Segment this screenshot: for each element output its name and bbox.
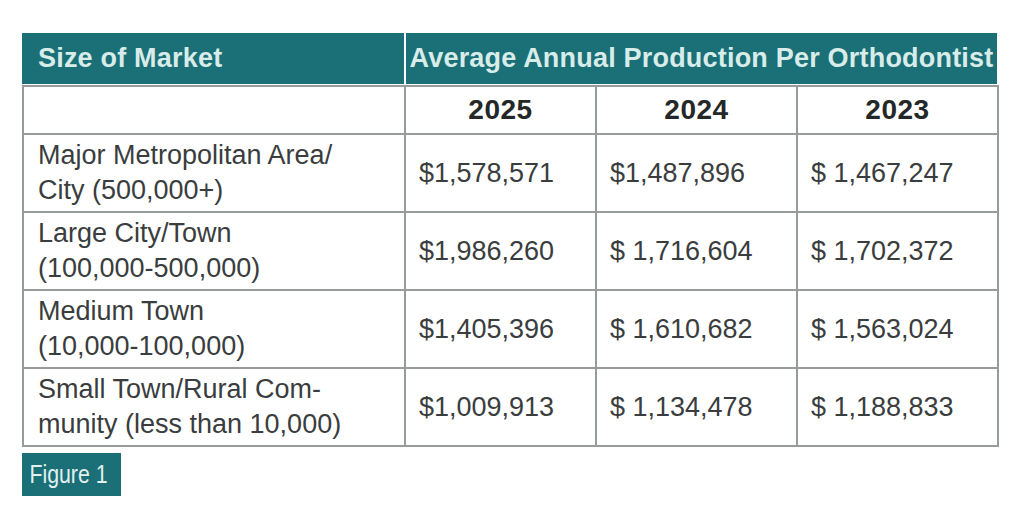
figure-caption-text: Figure 1: [22, 459, 108, 490]
average-production-header: Average Annual Production Per Orthodonti…: [406, 33, 997, 84]
production-value-2023: $ 1,563,024: [797, 290, 998, 368]
market-size-label: Large City/Town (100,000-500,000): [23, 212, 405, 290]
production-value-2024: $ 1,610,682: [596, 290, 797, 368]
year-header-row: 2025 2024 2023: [23, 86, 998, 134]
table-row-small-town: Small Town/Rural Com- munity (less than …: [23, 368, 998, 446]
production-value-2025: $1,986,260: [405, 212, 596, 290]
production-value-2023: $ 1,702,372: [797, 212, 998, 290]
production-value-2025: $1,578,571: [405, 134, 596, 212]
market-size-label: Small Town/Rural Com- munity (less than …: [23, 368, 405, 446]
production-value-2025: $1,009,913: [405, 368, 596, 446]
figure-caption-badge: Figure 1: [22, 453, 121, 496]
label-line-2: (100,000-500,000): [38, 251, 403, 286]
production-value-2023: $ 1,188,833: [797, 368, 998, 446]
label-line-1: Medium Town: [38, 294, 403, 329]
year-column-2023: 2023: [797, 86, 998, 134]
production-value-2023: $ 1,467,247: [797, 134, 998, 212]
table-header-band: Size of Market Average Annual Production…: [22, 33, 997, 84]
empty-corner-cell: [23, 86, 405, 134]
table-row-major-metro: Major Metropolitan Area/ City (500,000+)…: [23, 134, 998, 212]
production-table: Size of Market Average Annual Production…: [22, 33, 997, 447]
production-value-2024: $ 1,134,478: [596, 368, 797, 446]
label-line-2: munity (less than 10,000): [38, 407, 403, 442]
label-line-1: Small Town/Rural Com-: [38, 372, 403, 407]
size-of-market-header: Size of Market: [22, 33, 404, 84]
market-size-label: Major Metropolitan Area/ City (500,000+): [23, 134, 405, 212]
year-column-2025: 2025: [405, 86, 596, 134]
year-column-2024: 2024: [596, 86, 797, 134]
production-value-2024: $ 1,716,604: [596, 212, 797, 290]
production-value-2024: $1,487,896: [596, 134, 797, 212]
label-line-2: (10,000-100,000): [38, 329, 403, 364]
market-size-label: Medium Town (10,000-100,000): [23, 290, 405, 368]
label-line-2: City (500,000+): [38, 173, 403, 208]
label-line-1: Major Metropolitan Area/: [38, 138, 403, 173]
label-line-1: Large City/Town: [38, 216, 403, 251]
table-body: 2025 2024 2023 Major Metropolitan Area/ …: [22, 85, 999, 447]
production-value-2025: $1,405,396: [405, 290, 596, 368]
table-row-medium-town: Medium Town (10,000-100,000) $1,405,396 …: [23, 290, 998, 368]
table-row-large-city: Large City/Town (100,000-500,000) $1,986…: [23, 212, 998, 290]
page: Size of Market Average Annual Production…: [0, 0, 1024, 529]
